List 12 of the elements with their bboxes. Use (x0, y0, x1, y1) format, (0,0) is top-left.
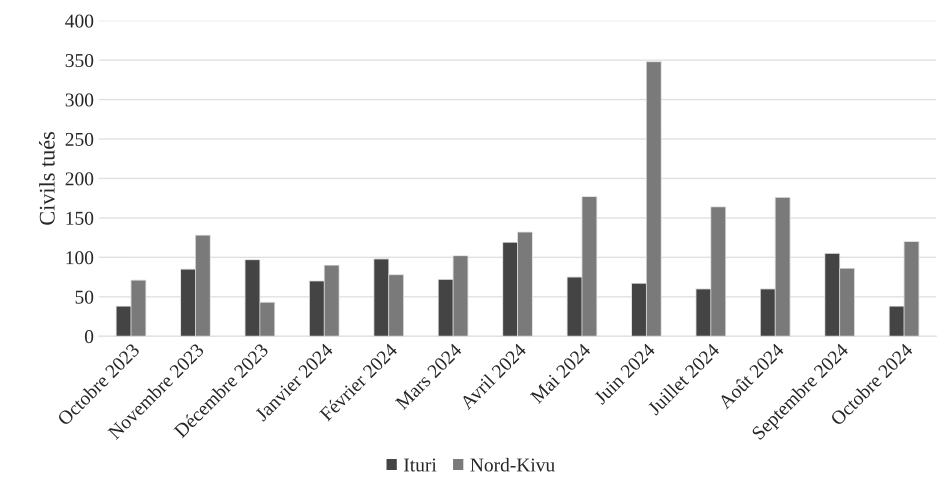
y-tick-label: 350 (66, 54, 94, 68)
y-tick-label: 50 (76, 290, 94, 304)
legend-label: Nord-Kivu (470, 458, 555, 472)
y-axis-title: Civils tués (39, 132, 55, 225)
y-tick-label: 200 (66, 172, 94, 186)
y-tick-label: 150 (66, 212, 94, 225)
y-tick-label: 0 (84, 330, 94, 344)
y-tick-label: 400 (65, 14, 94, 28)
y-tick-label: 100 (66, 251, 94, 264)
legend-label: Ituri (404, 458, 436, 472)
y-tick-label: 300 (66, 93, 94, 107)
y-tick-label: 250 (66, 132, 94, 146)
